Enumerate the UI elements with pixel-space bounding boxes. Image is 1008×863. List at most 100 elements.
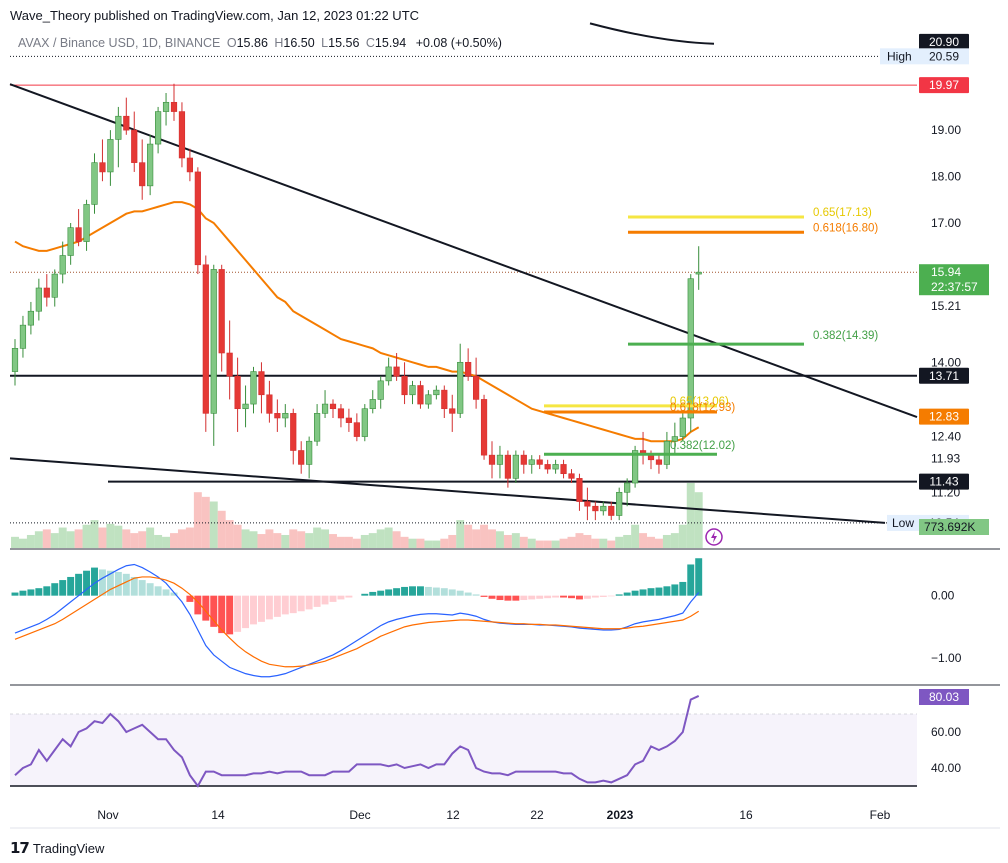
candle-body: [19, 324, 27, 349]
volume-bar: [122, 529, 131, 548]
fib-level-label: 0.65(13.06): [670, 396, 729, 408]
volume-bar: [480, 524, 489, 548]
fib-level-label: 0.618(12.93): [670, 402, 735, 414]
macd-histogram-bar: [448, 589, 456, 596]
candle-body: [584, 501, 591, 507]
candle-body: [600, 505, 607, 512]
macd-histogram-bar: [488, 595, 496, 599]
volume-bar: [432, 540, 441, 548]
volume-tag: 773.692K: [924, 520, 975, 534]
volume-bar: [209, 501, 218, 548]
volume-bar: [662, 534, 671, 548]
time-axis-tick: 16: [739, 808, 753, 822]
volume-bar: [257, 534, 266, 548]
lower-trendline: [9, 457, 886, 524]
volume-bar: [305, 533, 314, 548]
macd-histogram-bar: [536, 595, 544, 599]
volume-bar: [694, 492, 703, 548]
volume-bar: [193, 492, 202, 548]
candle-body: [202, 264, 209, 414]
candle-body: [147, 143, 154, 187]
volume-bar: [177, 529, 186, 548]
candle-body: [226, 352, 233, 377]
candle-body: [417, 385, 424, 405]
volume-bar: [297, 531, 306, 548]
ema-price-tag-bg: [919, 408, 969, 425]
volume-bar: [74, 529, 83, 548]
candle-body: [99, 162, 106, 173]
volume-bar: [146, 527, 155, 548]
low-label: L: [321, 36, 329, 50]
signal-line: [14, 576, 700, 668]
volume-bar: [591, 538, 600, 548]
time-axis-tick: 14: [211, 808, 225, 822]
candle-body: [139, 162, 146, 187]
price-axis-tick: 19.00: [931, 123, 961, 137]
macd-histogram-bar: [480, 595, 488, 597]
rsi-axis-tick: 60.00: [931, 725, 961, 739]
volume-bar: [170, 533, 178, 548]
macd-histogram-bar: [464, 592, 472, 596]
macd-histogram-bar: [59, 580, 67, 596]
macd-histogram-bar: [393, 588, 401, 596]
candle-body: [337, 408, 345, 419]
brand-name: TradingView: [32, 840, 105, 856]
publisher-header: Wave_Theory published on TradingView.com…: [10, 8, 420, 23]
candle-body: [282, 413, 289, 419]
macd-histogram-bar: [639, 589, 647, 596]
candle-body: [695, 271, 702, 275]
candle-body: [51, 273, 58, 298]
candle-body: [671, 436, 678, 442]
price-tag-11-93: 11.93: [931, 451, 960, 465]
candle-body: [441, 389, 448, 410]
candle-body: [457, 361, 464, 414]
macd-histogram-bar: [568, 595, 575, 599]
price-tag-19-97: 19.97: [929, 78, 959, 92]
rsi-band: [10, 714, 917, 786]
macd-histogram-bar: [623, 592, 631, 596]
volume-bar: [686, 482, 695, 548]
candle-body: [242, 403, 249, 410]
volume-bar: [440, 538, 449, 548]
macd-axis-tick: −1.00: [931, 651, 962, 665]
macd-histogram-bar: [51, 583, 59, 596]
macd-histogram-bar: [369, 591, 377, 596]
rsi-value-tag: 80.03: [929, 690, 959, 704]
macd-histogram-bar: [83, 570, 91, 596]
macd-axis-tick: 0.00: [931, 589, 955, 603]
volume-bar: [106, 523, 115, 548]
volume-bar: [464, 524, 473, 548]
macd-histogram-bar: [281, 595, 289, 615]
symbol-name[interactable]: AVAX / Binance USD, 1D, BINANCE: [18, 36, 221, 50]
high-value: 16.50: [283, 36, 315, 50]
volume-bar: [543, 540, 552, 548]
volume-bar: [583, 534, 592, 548]
tradingview-logo-icon: 𝟭𝟳: [10, 840, 30, 857]
volume-bar: [50, 533, 59, 548]
candle-body: [170, 101, 178, 112]
macd-histogram-bar: [210, 595, 218, 627]
candle-body: [512, 454, 519, 479]
candle-body: [27, 310, 35, 326]
candle-body: [35, 287, 42, 312]
volume-bar: [66, 531, 75, 548]
candle-body: [393, 366, 400, 377]
candle-body: [472, 375, 480, 400]
volume-bar: [34, 531, 43, 548]
candle-body: [210, 269, 217, 414]
macd-histogram-bar: [130, 576, 138, 596]
volume-bar: [623, 534, 632, 548]
fib-level-label: 0.65(17.13): [813, 207, 872, 219]
high-tag-bg: [880, 48, 969, 65]
candle-body: [449, 408, 456, 414]
time-axis-tick: 22: [530, 808, 544, 822]
volume-bar: [360, 534, 369, 548]
candle-body: [91, 162, 98, 205]
candle-body: [155, 111, 162, 145]
volume-bar: [201, 496, 210, 548]
candle-body: [465, 361, 472, 377]
rsi-value-tag-bg: [919, 689, 969, 705]
high-tag-value: 20.59: [929, 49, 959, 63]
macd-histogram-bar: [19, 590, 27, 596]
